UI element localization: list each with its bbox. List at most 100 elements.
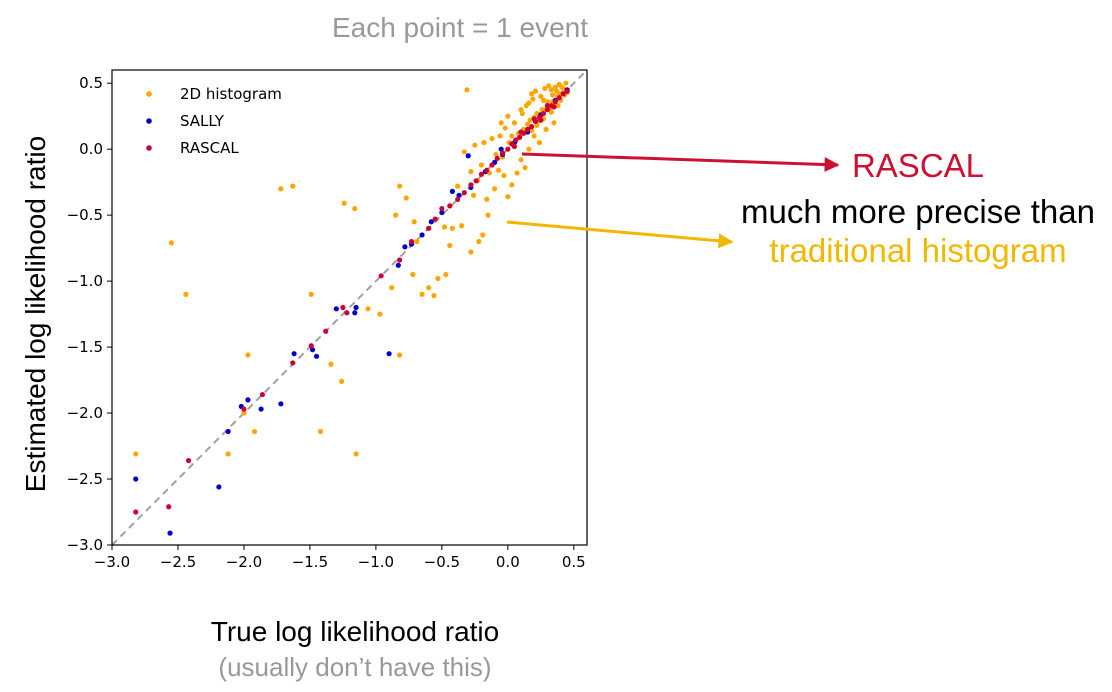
- point-rascal: [511, 143, 518, 150]
- point-2d-histogram: [563, 80, 569, 86]
- point-rascal: [378, 273, 384, 279]
- point-2d-histogram: [397, 183, 403, 189]
- point-sally: [278, 401, 284, 407]
- point-sally: [309, 347, 316, 353]
- x-tick-label: −1.5: [292, 553, 328, 571]
- point-2d-histogram: [511, 120, 518, 126]
- point-sally: [216, 484, 222, 490]
- point-2d-histogram: [455, 183, 461, 189]
- x-tick-label: −1.0: [358, 553, 394, 571]
- point-sally: [333, 306, 339, 312]
- point-2d-histogram: [478, 162, 485, 168]
- point-sally: [395, 262, 401, 268]
- point-rascal: [455, 196, 461, 202]
- point-sally: [245, 397, 251, 403]
- point-sally: [428, 219, 434, 225]
- point-rascal: [340, 304, 346, 311]
- point-2d-histogram: [528, 128, 535, 134]
- point-sally: [419, 232, 425, 238]
- point-2d-histogram: [393, 212, 399, 218]
- point-2d-histogram: [527, 117, 533, 123]
- points-layer: [133, 80, 570, 536]
- point-rascal: [538, 117, 544, 123]
- point-2d-histogram: [519, 110, 525, 117]
- point-2d-histogram: [528, 91, 535, 97]
- point-rascal: [489, 162, 495, 168]
- point-2d-histogram: [495, 167, 502, 173]
- x-tick-label: −2.0: [226, 553, 262, 571]
- point-2d-histogram: [548, 109, 554, 115]
- point-2d-histogram: [468, 249, 474, 255]
- point-2d-histogram: [377, 311, 383, 317]
- point-rascal: [432, 216, 438, 222]
- point-rascal: [484, 167, 490, 173]
- legend: 2D histogram SALLY RASCAL: [146, 85, 282, 157]
- point-rascal: [518, 129, 524, 135]
- legend-label-rascal: RASCAL: [180, 139, 239, 157]
- point-sally: [456, 192, 462, 198]
- legend-label-sally: SALLY: [180, 112, 225, 130]
- point-2d-histogram: [497, 133, 503, 139]
- point-2d-histogram: [133, 451, 139, 457]
- x-tick-label: 0.0: [496, 553, 520, 571]
- point-2d-histogram: [341, 200, 347, 206]
- point-2d-histogram: [183, 291, 189, 297]
- point-2d-histogram: [389, 285, 395, 291]
- point-2d-histogram: [544, 99, 551, 105]
- point-2d-histogram: [441, 224, 448, 230]
- point-sally: [449, 188, 456, 194]
- point-rascal: [290, 360, 296, 366]
- point-rascal: [564, 88, 570, 94]
- point-2d-histogram: [514, 170, 520, 176]
- point-2d-histogram: [552, 84, 558, 90]
- point-sally: [498, 146, 504, 152]
- point-2d-histogram: [431, 293, 437, 299]
- point-rascal: [397, 257, 403, 263]
- x-axis-note: (usually don’t have this): [218, 652, 492, 682]
- point-2d-histogram: [502, 125, 508, 131]
- point-2d-histogram: [353, 451, 359, 457]
- point-2d-histogram: [464, 87, 470, 93]
- point-2d-histogram: [518, 106, 524, 113]
- precise-annotation: much more precise than: [741, 193, 1095, 230]
- point-sally: [465, 153, 471, 159]
- point-rascal: [344, 310, 350, 316]
- point-2d-histogram: [559, 84, 565, 90]
- diagonal-layer: [111, 69, 588, 546]
- point-2d-histogram: [251, 428, 258, 435]
- point-sally: [313, 353, 320, 359]
- legend-label-histogram: 2D histogram: [180, 85, 282, 103]
- point-2d-histogram: [403, 195, 409, 201]
- point-rascal: [259, 391, 266, 398]
- point-rascal: [528, 124, 535, 130]
- point-rascal: [185, 457, 192, 464]
- point-2d-histogram: [225, 451, 231, 457]
- point-2d-histogram: [461, 149, 467, 155]
- point-rascal: [133, 509, 139, 515]
- point-2d-histogram: [489, 136, 495, 142]
- point-2d-histogram: [530, 96, 536, 102]
- point-2d-histogram: [534, 110, 540, 117]
- legend-marker-rascal: [146, 145, 152, 151]
- point-2d-histogram: [532, 88, 539, 94]
- point-2d-histogram: [449, 225, 456, 231]
- point-2d-histogram: [414, 238, 420, 245]
- point-2d-histogram: [308, 291, 314, 297]
- point-rascal: [531, 116, 537, 122]
- point-2d-histogram: [534, 122, 540, 129]
- point-2d-histogram: [522, 165, 528, 171]
- x-tick-label: −2.5: [160, 553, 196, 571]
- point-sally: [439, 209, 445, 216]
- point-rascal: [166, 504, 172, 510]
- point-2d-histogram: [168, 240, 174, 246]
- y-tick-label: 0.5: [79, 74, 103, 92]
- x-tick-label: −0.5: [424, 553, 460, 571]
- point-rascal: [473, 178, 479, 184]
- point-2d-histogram: [480, 232, 486, 238]
- point-2d-histogram: [241, 410, 247, 416]
- point-2d-histogram: [501, 172, 507, 179]
- point-2d-histogram: [505, 194, 511, 200]
- point-2d-histogram: [526, 146, 532, 152]
- point-2d-histogram: [484, 196, 490, 202]
- histogram-annotation: traditional histogram: [769, 232, 1067, 269]
